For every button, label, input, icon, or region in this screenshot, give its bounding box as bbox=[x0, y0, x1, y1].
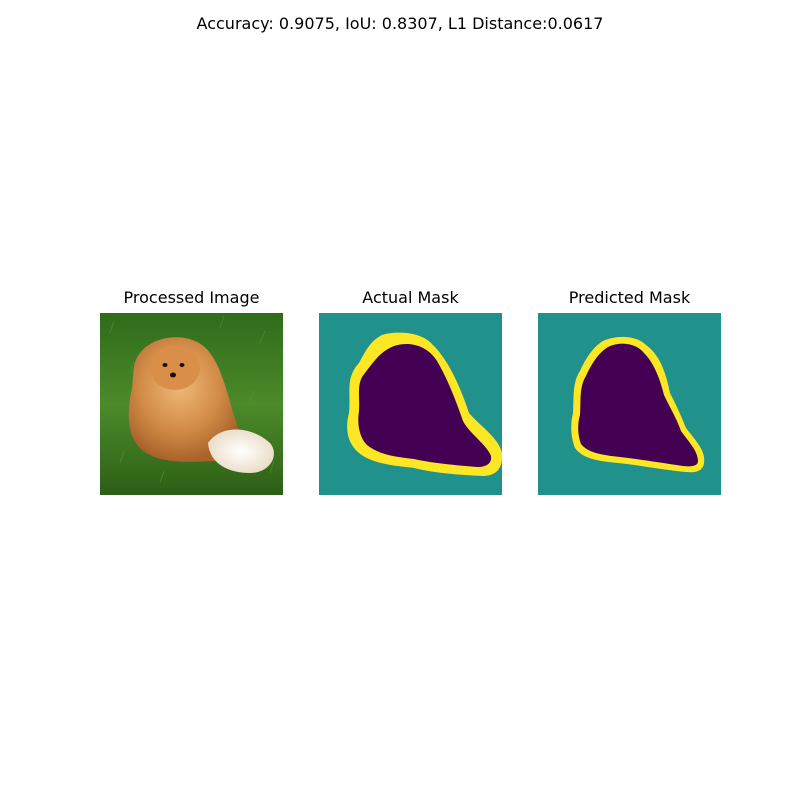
dog-tail bbox=[208, 429, 274, 473]
figure-title: Accuracy: 0.9075, IoU: 0.8307, L1 Distan… bbox=[196, 14, 604, 33]
dog-eye-right bbox=[179, 363, 185, 367]
mask-foreground bbox=[358, 343, 492, 467]
mask-foreground bbox=[578, 343, 698, 467]
panel-title-predicted-mask: Predicted Mask bbox=[568, 288, 691, 307]
processed-image-panel bbox=[100, 313, 283, 495]
dog-nose bbox=[170, 372, 176, 378]
panel-title-actual-mask: Actual Mask bbox=[362, 288, 459, 307]
dog-head bbox=[150, 346, 200, 390]
actual-mask-panel bbox=[319, 313, 502, 495]
predicted-mask-panel bbox=[538, 313, 721, 495]
dog-eye-left bbox=[162, 363, 168, 367]
panel-title-processed-image: Processed Image bbox=[123, 288, 260, 307]
predicted-mask bbox=[538, 313, 721, 495]
actual-mask bbox=[319, 313, 502, 495]
dog-photo bbox=[100, 313, 283, 495]
